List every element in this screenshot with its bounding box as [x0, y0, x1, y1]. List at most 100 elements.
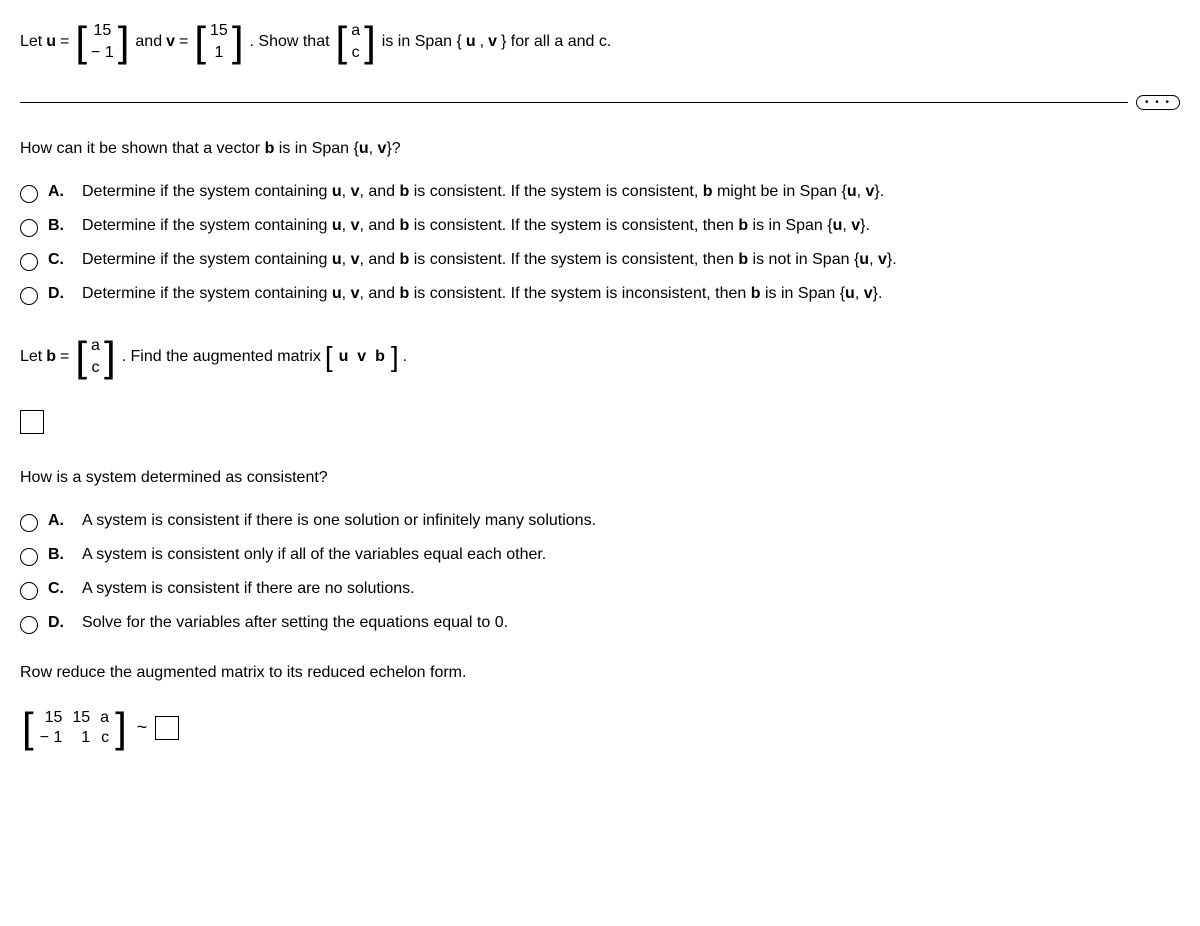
q1-mid: is in Span {	[274, 140, 359, 157]
q2-option-d: D. Solve for the variables after setting…	[20, 614, 1180, 634]
answer-input-1[interactable]	[20, 410, 44, 434]
t: is consistent. If the system is consiste…	[409, 217, 738, 234]
q1c-text: Determine if the system containing u, v,…	[82, 251, 1180, 269]
q1-option-c: C. Determine if the system containing u,…	[20, 251, 1180, 271]
q1-options: A. Determine if the system containing u,…	[20, 183, 1180, 305]
radio-2a[interactable]	[20, 514, 38, 532]
t: u	[332, 285, 342, 302]
t: v	[864, 285, 873, 302]
uvb-b: b	[375, 348, 385, 365]
t: Determine if the system containing	[82, 251, 332, 268]
q1-u: u	[359, 140, 369, 157]
ellipsis-button[interactable]: • • •	[1136, 95, 1180, 110]
u-vector: [ 15 − 1 ]	[75, 20, 129, 65]
radio-d[interactable]	[20, 287, 38, 305]
b-vector: [ a c ]	[75, 335, 115, 380]
m11: 1	[72, 729, 90, 747]
t: v	[851, 217, 860, 234]
t: Determine if the system containing	[82, 285, 332, 302]
radio-a[interactable]	[20, 185, 38, 203]
q1-option-b: B. Determine if the system containing u,…	[20, 217, 1180, 237]
letb-eq: =	[60, 348, 69, 366]
letb-pre: Let	[20, 348, 42, 366]
radio-2d[interactable]	[20, 616, 38, 634]
t: u	[847, 183, 857, 200]
q1-option-a: A. Determine if the system containing u,…	[20, 183, 1180, 203]
q1-option-d: D. Determine if the system containing u,…	[20, 285, 1180, 305]
t: b	[400, 217, 410, 234]
t: ,	[842, 217, 851, 234]
m00: 15	[40, 709, 63, 727]
label-a: A.	[48, 183, 64, 201]
q1d-text: Determine if the system containing u, v,…	[82, 285, 1180, 303]
t: , and	[359, 183, 399, 200]
radio-c[interactable]	[20, 253, 38, 271]
t: u	[859, 251, 869, 268]
label-2b: B.	[48, 546, 64, 564]
t: b	[400, 183, 410, 200]
letb-mid: . Find the augmented matrix	[122, 348, 321, 366]
v2: v	[488, 33, 497, 51]
t: ,	[869, 251, 878, 268]
t: v	[878, 251, 887, 268]
showthat: . Show that	[250, 33, 330, 51]
aug-matrix: [ 15 15 a − 1 1 c ]	[22, 707, 127, 749]
q1-text: How can it be shown that a vector b is i…	[20, 140, 1180, 158]
t: b	[703, 183, 713, 200]
v-vector: [ 15 1 ]	[194, 20, 243, 65]
label-b: B.	[48, 217, 64, 235]
label-2c: C.	[48, 580, 64, 598]
t: ,	[855, 285, 864, 302]
t: }.	[887, 251, 897, 268]
t: b	[738, 217, 748, 234]
q2-option-a: A. A system is consistent if there is on…	[20, 512, 1180, 532]
q2-options: A. A system is consistent if there is on…	[20, 512, 1180, 634]
b-vec-1: c	[92, 357, 100, 379]
t: u	[332, 251, 342, 268]
uvb-matrix: [ u v b ]	[325, 341, 399, 373]
equals2: =	[179, 33, 188, 51]
q2-option-c: C. A system is consistent if there are n…	[20, 580, 1180, 600]
q2a-text: A system is consistent if there is one s…	[82, 512, 1180, 530]
t: is in Span {	[748, 217, 833, 234]
q1-b: b	[265, 140, 275, 157]
radio-2b[interactable]	[20, 548, 38, 566]
q1a-text: Determine if the system containing u, v,…	[82, 183, 1180, 201]
u-vec-1: − 1	[91, 42, 114, 64]
rowreduce-text: Row reduce the augmented matrix to its r…	[20, 664, 1180, 682]
comma: ,	[480, 33, 484, 51]
label-2a: A.	[48, 512, 64, 530]
t: }.	[860, 217, 870, 234]
q2-text: How is a system determined as consistent…	[20, 469, 1180, 487]
t: ,	[342, 251, 351, 268]
t: u	[332, 183, 342, 200]
letb-end: .	[403, 348, 407, 366]
t: is consistent. If the system is inconsis…	[409, 285, 750, 302]
probend: } for all a and c.	[501, 33, 611, 51]
answer-input-2[interactable]	[155, 716, 179, 740]
radio-2c[interactable]	[20, 582, 38, 600]
v-vec-1: 1	[214, 42, 223, 64]
t: might be in Span {	[713, 183, 847, 200]
uvb-u: u	[339, 348, 349, 365]
t: ,	[342, 217, 351, 234]
t: }.	[873, 285, 883, 302]
ac-vec-1: c	[352, 42, 360, 64]
q2c-text: A system is consistent if there are no s…	[82, 580, 1180, 598]
u2: u	[466, 33, 476, 51]
t: u	[332, 217, 342, 234]
uvb-v: v	[357, 348, 366, 365]
t: , and	[359, 285, 399, 302]
q2b-text: A system is consistent only if all of th…	[82, 546, 1180, 564]
t: b	[738, 251, 748, 268]
t: u	[833, 217, 843, 234]
rowreduce-row: [ 15 15 a − 1 1 c ] ~	[20, 707, 1180, 749]
q1-end: }?	[386, 140, 400, 157]
v-vec-0: 15	[210, 20, 228, 42]
t: }.	[874, 183, 884, 200]
t: is consistent. If the system is consiste…	[409, 251, 738, 268]
t: ,	[857, 183, 866, 200]
t: b	[400, 251, 410, 268]
radio-b[interactable]	[20, 219, 38, 237]
m10: − 1	[40, 729, 63, 747]
